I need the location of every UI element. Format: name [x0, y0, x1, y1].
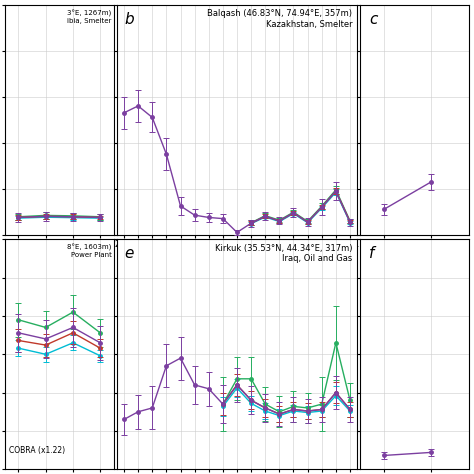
Text: Balqash (46.83°N, 74.94°E, 357m)
Kazakhstan, Smelter: Balqash (46.83°N, 74.94°E, 357m) Kazakhs… [207, 9, 352, 29]
Text: e: e [124, 246, 134, 261]
Text: Kirkuk (35.53°N, 44.34°E, 317m)
Iraq, Oil and Gas: Kirkuk (35.53°N, 44.34°E, 317m) Iraq, Oi… [215, 244, 352, 263]
Text: COBRA (x1.22): COBRA (x1.22) [9, 447, 65, 456]
Text: b: b [124, 12, 134, 27]
Text: f: f [369, 246, 374, 261]
Text: c: c [369, 12, 377, 27]
Text: 8°E, 1603m)
Power Plant: 8°E, 1603m) Power Plant [67, 244, 112, 258]
Text: 3°E, 1267m)
ibia, Smelter: 3°E, 1267m) ibia, Smelter [67, 9, 112, 24]
